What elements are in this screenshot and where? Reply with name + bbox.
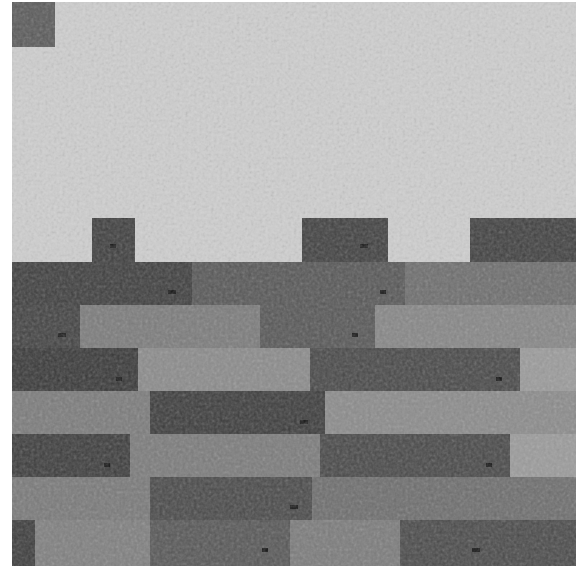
page [0, 0, 576, 566]
texture [12, 2, 576, 566]
texture-view [0, 0, 576, 566]
noise-overlay [12, 2, 576, 566]
